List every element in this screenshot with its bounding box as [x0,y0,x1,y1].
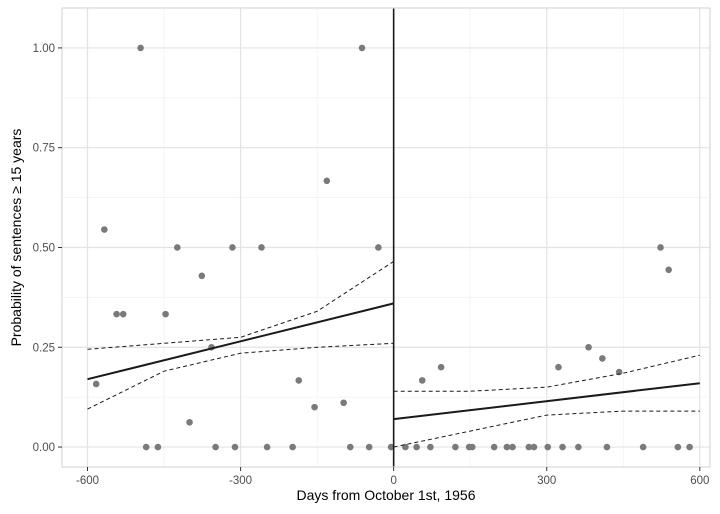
ci-upper-left [87,260,394,350]
y-tick-label: 0.25 [33,342,55,354]
data-point [509,443,516,451]
data-point [468,443,476,451]
plot-panel [62,8,710,467]
data-point [119,310,127,318]
data-point [490,443,498,451]
data-point [437,363,445,371]
data-point [263,443,271,451]
data-point [142,443,150,451]
data-point [258,244,265,251]
data-point [413,443,420,451]
data-point [427,443,434,451]
data-point [530,443,538,451]
x-tick-label: 0 [390,475,396,487]
panel-border [61,7,711,468]
data-point [418,377,426,384]
data-point [365,443,373,451]
ci-lower-right [393,410,700,448]
x-axis-title: Days from October 1st, 1956 [297,487,476,503]
data-point [340,399,347,407]
data-point [665,266,672,274]
data-point [154,443,162,451]
data-point [229,244,236,251]
x-tick-label: -300 [229,475,252,487]
data-point [92,380,100,388]
data-point [137,44,144,52]
data-point [174,244,181,251]
fit-line-left [87,302,394,381]
ci-lower-left [87,342,394,410]
data-point [186,418,193,426]
data-point [212,443,219,451]
ci-upper-right [393,354,700,392]
y-tick-label: 0.75 [33,143,55,155]
data-point [599,355,606,362]
data-point [387,443,395,451]
data-point [101,226,108,233]
data-point [575,443,582,451]
data-point [162,310,169,318]
data-point [615,368,623,376]
data-point [452,443,459,451]
data-point [544,443,552,451]
data-point [674,443,682,451]
fit-line-right [393,382,700,421]
data-point [323,177,331,185]
x-tick-label: -600 [76,475,99,487]
data-point [639,443,647,451]
data-point [295,377,303,384]
data-point [231,443,239,451]
data-point [289,443,296,451]
data-point [603,443,611,451]
data-point [503,443,511,451]
data-point [375,244,382,251]
y-tick-label: 0.50 [33,242,55,254]
data-point [198,272,206,280]
data-point [559,443,566,451]
data-point [311,403,318,411]
data-point [525,443,533,451]
y-tick-label: 1.00 [33,43,55,55]
x-tick-label: 300 [537,475,556,487]
x-tick-label: 600 [690,475,709,487]
y-tick-label: 0.00 [33,442,55,454]
y-axis-title: Probability of sentences ≥ 15 years [8,129,24,347]
data-point [346,443,354,451]
data-point [686,443,693,451]
data-point [358,44,366,52]
data-point [113,310,120,318]
data-point [585,343,592,351]
data-point [657,244,664,251]
data-point [555,363,562,371]
